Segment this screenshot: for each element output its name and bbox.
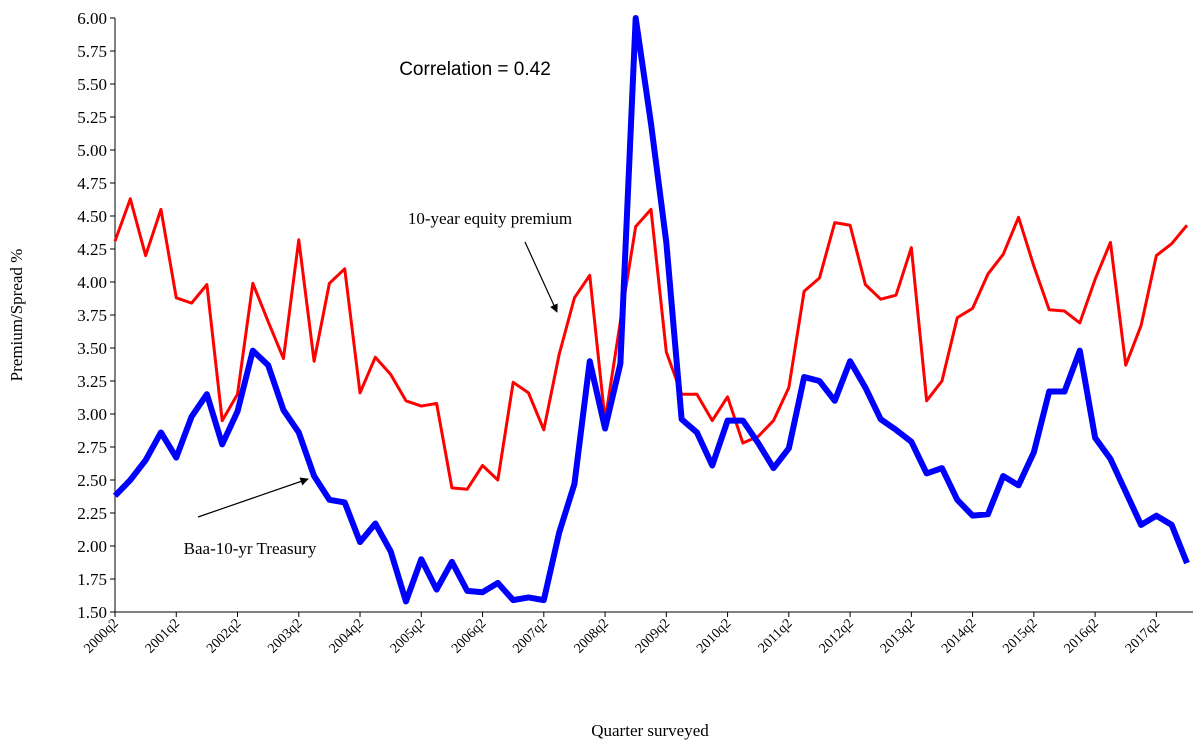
y-tick-label: 5.75 [77, 42, 107, 61]
y-tick-label: 2.75 [77, 438, 107, 457]
x-tick-label: 2001q2 [143, 616, 183, 656]
x-tick-label: 2005q2 [388, 616, 428, 656]
x-tick-label: 2017q2 [1123, 616, 1163, 656]
y-tick-label: 3.25 [77, 372, 107, 391]
y-tick-label: 3.00 [77, 405, 107, 424]
x-tick-label: 2010q2 [694, 616, 734, 656]
arrow [197, 477, 309, 518]
y-tick-label: 5.00 [77, 141, 107, 160]
series-line [113, 197, 1189, 491]
x-tick-label: 2014q2 [939, 616, 979, 656]
y-tick-label: 3.75 [77, 306, 107, 325]
y-tick-label: 5.50 [77, 75, 107, 94]
x-tick-label: 2013q2 [878, 616, 918, 656]
y-tick-label: 2.50 [77, 471, 107, 490]
x-tick-label: 2016q2 [1062, 616, 1102, 656]
y-tick-label: 1.50 [77, 603, 107, 622]
y-tick-label: 2.25 [77, 504, 107, 523]
series-line [112, 15, 1190, 605]
x-tick-label: 2015q2 [1000, 616, 1040, 656]
x-tick-label: 2011q2 [756, 616, 796, 656]
series-label: Baa-10-yr Treasury [184, 539, 317, 558]
x-tick-label: 2004q2 [327, 616, 367, 656]
y-tick-label: 6.00 [77, 9, 107, 28]
x-tick-label: 2000q2 [82, 616, 122, 656]
arrow [524, 241, 558, 313]
y-axis-label: Premium/Spread % [7, 249, 26, 382]
x-tick-label: 2006q2 [449, 616, 489, 656]
y-tick-label: 4.50 [77, 207, 107, 226]
y-tick-label: 4.25 [77, 240, 107, 259]
x-axis-label: Quarter surveyed [591, 721, 709, 740]
x-tick-label: 2008q2 [572, 616, 612, 656]
y-tick-label: 4.75 [77, 174, 107, 193]
x-tick-label: 2012q2 [817, 616, 857, 656]
series-label: 10-year equity premium [408, 209, 572, 228]
x-tick-label: 2002q2 [204, 616, 244, 656]
y-tick-label: 4.00 [77, 273, 107, 292]
y-tick-label: 5.25 [77, 108, 107, 127]
x-tick-label: 2007q2 [510, 616, 550, 656]
y-tick-label: 3.50 [77, 339, 107, 358]
x-tick-label: 2003q2 [265, 616, 305, 656]
annotation: Correlation = 0.42 [399, 59, 551, 80]
x-tick-label: 2009q2 [633, 616, 673, 656]
y-tick-label: 1.75 [77, 570, 107, 589]
y-tick-label: 2.00 [77, 537, 107, 556]
